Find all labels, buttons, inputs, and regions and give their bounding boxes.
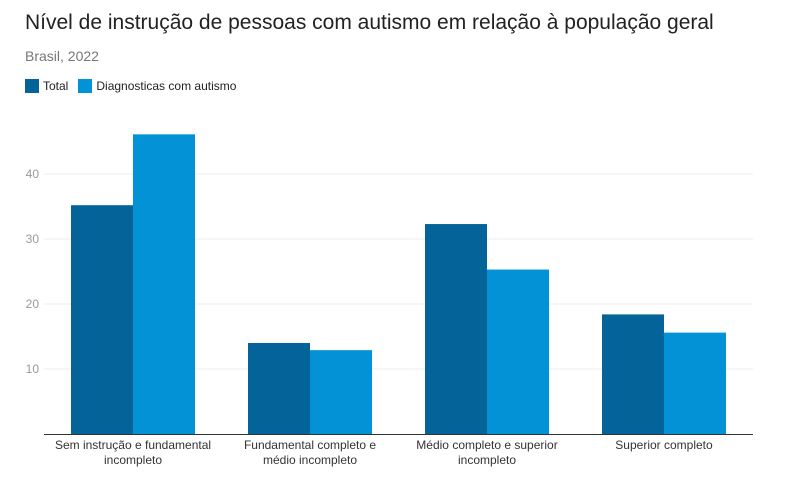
legend: Total Diagnosticas com autismo: [25, 79, 246, 93]
bar-total: [248, 343, 310, 434]
bar-autism: [487, 269, 549, 434]
chart-subtitle: Brasil, 2022: [25, 48, 99, 64]
bar-total: [71, 205, 133, 434]
bar-total: [602, 314, 664, 434]
legend-swatch-autism: [78, 79, 93, 93]
y-tick-label: 20: [26, 297, 40, 311]
legend-item-total: Total: [25, 79, 68, 93]
bar-autism: [664, 332, 726, 434]
bar-autism: [133, 134, 195, 434]
x-category-label: Fundamental completo e: [244, 438, 376, 452]
y-tick-label: 30: [26, 232, 40, 246]
bar-total: [425, 224, 487, 434]
x-category-label: incompleto: [458, 453, 516, 467]
bar-autism: [310, 350, 372, 434]
y-tick-label: 40: [26, 167, 40, 181]
x-category-label: Superior completo: [615, 438, 713, 452]
x-category-label: Médio completo e superior: [416, 438, 557, 452]
legend-label-autism: Diagnosticas com autismo: [96, 79, 237, 93]
x-category-label: incompleto: [104, 453, 162, 467]
y-tick-label: 10: [26, 362, 40, 376]
x-category-label: médio incompleto: [263, 453, 357, 467]
legend-swatch-total: [25, 79, 39, 93]
x-category-label: Sem instrução e fundamental: [55, 438, 211, 452]
chart-title: Nível de instrução de pessoas com autism…: [25, 11, 714, 34]
legend-label-total: Total: [43, 79, 69, 93]
legend-item-autism: Diagnosticas com autismo: [78, 79, 236, 93]
